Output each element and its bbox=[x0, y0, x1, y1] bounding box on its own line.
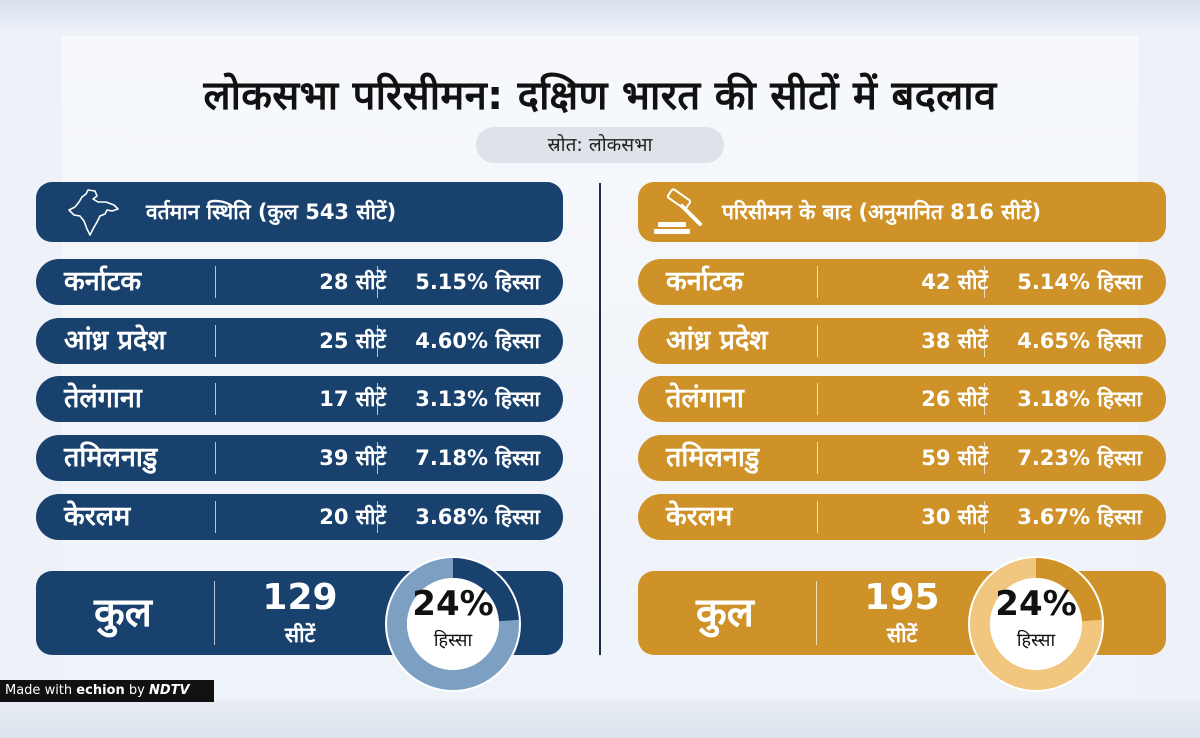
made-with-text: Made with bbox=[5, 683, 73, 698]
row-separator bbox=[817, 266, 818, 298]
row-separator bbox=[984, 325, 985, 357]
after-row: केरलम 30 सीटें 3.67% हिस्सा bbox=[638, 494, 1166, 540]
state-name: तमिलनाडु bbox=[666, 442, 760, 473]
row-separator bbox=[377, 325, 378, 357]
row-separator bbox=[817, 383, 818, 415]
source-pill: स्रोत: लोकसभा bbox=[476, 127, 724, 163]
state-name: केरलम bbox=[64, 501, 131, 532]
panel-divider bbox=[599, 183, 601, 655]
total-separator bbox=[214, 581, 215, 645]
total-label: कुल bbox=[696, 590, 754, 636]
seat-count: 25 सीटें bbox=[319, 329, 386, 353]
seat-share: 4.60% हिस्सा bbox=[415, 329, 540, 353]
india-map-icon bbox=[62, 188, 124, 261]
after-header-text: परिसीमन के बाद (अनुमानित 816 सीटें) bbox=[722, 200, 1042, 224]
row-separator bbox=[215, 383, 216, 415]
after-row: तमिलनाडु 59 सीटें 7.23% हिस्सा bbox=[638, 435, 1166, 481]
seat-share: 7.18% हिस्सा bbox=[415, 446, 540, 470]
row-separator bbox=[377, 383, 378, 415]
after-panel-header: परिसीमन के बाद (अनुमानित 816 सीटें) bbox=[638, 182, 1166, 242]
state-name: आंध्र प्रदेश bbox=[666, 325, 768, 356]
state-name: कर्नाटक bbox=[64, 266, 142, 297]
seat-share: 3.67% हिस्सा bbox=[1017, 505, 1142, 529]
row-separator bbox=[817, 442, 818, 474]
seat-count: 42 सीटें bbox=[921, 270, 988, 294]
state-name: तेलंगाना bbox=[666, 383, 744, 414]
gavel-icon bbox=[652, 188, 718, 261]
row-separator bbox=[984, 442, 985, 474]
seat-share: 7.23% हिस्सा bbox=[1017, 446, 1142, 470]
row-separator bbox=[377, 266, 378, 298]
donut-share-arc bbox=[1035, 558, 1102, 622]
row-separator bbox=[215, 266, 216, 298]
donut-label: हिस्सा bbox=[433, 630, 473, 651]
current-header-text: वर्तमान स्थिति (कुल 543 सीटें) bbox=[146, 200, 397, 224]
current-row: आंध्र प्रदेश 25 सीटें 4.60% हिस्सा bbox=[36, 318, 563, 364]
row-separator bbox=[817, 325, 818, 357]
state-name: केरलम bbox=[666, 501, 733, 532]
seat-count: 26 सीटें bbox=[921, 387, 988, 411]
after-row: आंध्र प्रदेश 38 सीटें 4.65% हिस्सा bbox=[638, 318, 1166, 364]
infographic-title: लोकसभा परिसीमन: दक्षिण भारत की सीटों में… bbox=[203, 73, 997, 119]
seat-share: 4.65% हिस्सा bbox=[1017, 329, 1142, 353]
total-seat-count: 129 bbox=[262, 577, 338, 618]
current-share-donut: 24% हिस्सा bbox=[383, 554, 523, 694]
current-row: तमिलनाडु 39 सीटें 7.18% हिस्सा bbox=[36, 435, 563, 481]
seat-share: 3.13% हिस्सा bbox=[415, 387, 540, 411]
row-separator bbox=[984, 383, 985, 415]
row-separator bbox=[817, 501, 818, 533]
seat-count: 17 सीटें bbox=[319, 387, 386, 411]
donut-share-arc bbox=[452, 558, 519, 622]
seat-count: 28 सीटें bbox=[319, 270, 386, 294]
row-separator bbox=[215, 442, 216, 474]
row-separator bbox=[377, 442, 378, 474]
by-text: by bbox=[128, 683, 145, 698]
current-row: केरलम 20 सीटें 3.68% हिस्सा bbox=[36, 494, 563, 540]
seat-count: 20 सीटें bbox=[319, 505, 386, 529]
bottom-backdrop bbox=[0, 700, 1200, 738]
seat-share: 5.15% हिस्सा bbox=[415, 270, 540, 294]
echion-logo: echion bbox=[76, 683, 125, 698]
state-name: आंध्र प्रदेश bbox=[64, 325, 166, 356]
donut-label: हिस्सा bbox=[1016, 630, 1056, 651]
seat-share: 5.14% हिस्सा bbox=[1017, 270, 1142, 294]
made-with-badge: Made with echion by NDTV bbox=[0, 680, 214, 702]
state-name: कर्नाटक bbox=[666, 266, 744, 297]
donut-percent: 24% bbox=[412, 584, 494, 624]
state-name: तमिलनाडु bbox=[64, 442, 158, 473]
seat-share: 3.18% हिस्सा bbox=[1017, 387, 1142, 411]
donut-percent: 24% bbox=[995, 584, 1077, 624]
current-row: तेलंगाना 17 सीटें 3.13% हिस्सा bbox=[36, 376, 563, 422]
current-panel-header: वर्तमान स्थिति (कुल 543 सीटें) bbox=[36, 182, 563, 242]
total-label: कुल bbox=[94, 590, 152, 636]
seat-count: 39 सीटें bbox=[319, 446, 386, 470]
seat-count: 59 सीटें bbox=[921, 446, 988, 470]
row-separator bbox=[215, 501, 216, 533]
total-seat-unit: सीटें bbox=[284, 623, 316, 647]
seat-count: 30 सीटें bbox=[921, 505, 988, 529]
after-share-donut: 24% हिस्सा bbox=[966, 554, 1106, 694]
row-separator bbox=[984, 266, 985, 298]
row-separator bbox=[215, 325, 216, 357]
top-backdrop bbox=[0, 0, 1200, 36]
state-name: तेलंगाना bbox=[64, 383, 142, 414]
after-row: कर्नाटक 42 सीटें 5.14% हिस्सा bbox=[638, 259, 1166, 305]
after-row: तेलंगाना 26 सीटें 3.18% हिस्सा bbox=[638, 376, 1166, 422]
seat-share: 3.68% हिस्सा bbox=[415, 505, 540, 529]
total-seat-count: 195 bbox=[864, 577, 940, 618]
current-row: कर्नाटक 28 सीटें 5.15% हिस्सा bbox=[36, 259, 563, 305]
row-separator bbox=[377, 501, 378, 533]
row-separator bbox=[984, 501, 985, 533]
total-separator bbox=[816, 581, 817, 645]
total-seat-unit: सीटें bbox=[886, 623, 918, 647]
ndtv-logo: NDTV bbox=[148, 683, 190, 698]
seat-count: 38 सीटें bbox=[921, 329, 988, 353]
